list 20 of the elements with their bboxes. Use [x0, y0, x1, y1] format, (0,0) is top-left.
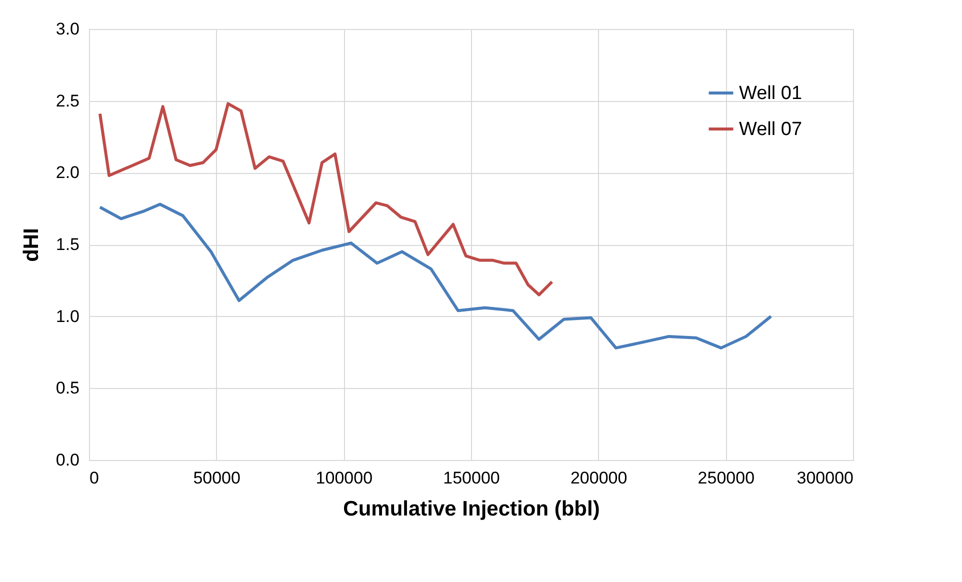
- x-tick-label: 50000: [193, 468, 240, 488]
- line-series: [98, 202, 772, 350]
- y-tick-label: 0.5: [56, 378, 80, 398]
- x-tick-label: 250000: [698, 468, 755, 488]
- x-tick-label: 200000: [570, 468, 628, 488]
- x-tick-label: 0: [90, 468, 99, 488]
- legend-label: Well 01: [739, 83, 802, 104]
- x-tick-label: 300000: [796, 468, 854, 488]
- y-axis-title: dHI: [20, 228, 43, 262]
- y-tick-label: 1.0: [56, 306, 80, 326]
- y-tick-label: 2.5: [56, 91, 80, 110]
- legend-label: Well 07: [739, 119, 802, 140]
- y-tick-label: 1.5: [56, 235, 80, 254]
- line-series: [98, 102, 554, 296]
- y-tick-label: 3.0: [56, 20, 80, 38]
- x-axis-title: Cumulative Injection (bbl): [343, 498, 600, 520]
- x-tick-label: 150000: [443, 468, 500, 488]
- x-tick-label: 100000: [316, 468, 373, 488]
- y-tick-label: 0.0: [56, 450, 80, 470]
- y-tick-label: 2.0: [56, 163, 80, 182]
